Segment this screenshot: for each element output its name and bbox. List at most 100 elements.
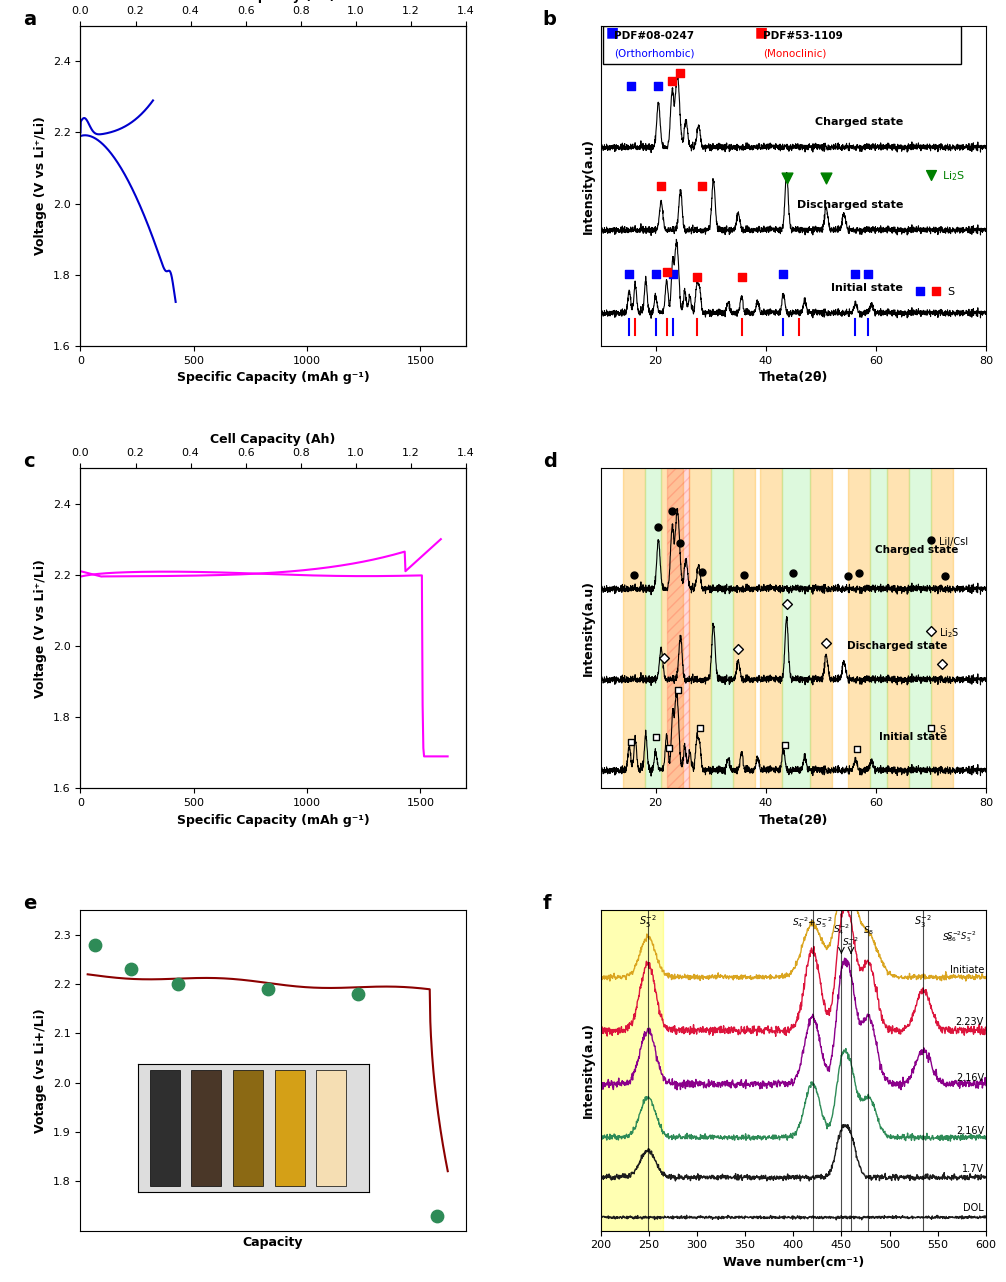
X-axis label: Cell Capacity (Ah): Cell Capacity (Ah) xyxy=(210,0,336,4)
Text: ■: ■ xyxy=(754,26,768,40)
Point xyxy=(786,563,802,583)
Text: d: d xyxy=(543,451,556,470)
Bar xyxy=(601,910,663,1231)
Text: (Monoclinic): (Monoclinic) xyxy=(763,47,826,58)
X-axis label: Specific Capacity (mAh g⁻¹): Specific Capacity (mAh g⁻¹) xyxy=(177,372,369,385)
Point xyxy=(648,727,664,747)
Point xyxy=(859,264,875,285)
Point xyxy=(848,738,864,759)
Text: DOL: DOL xyxy=(963,1204,984,1213)
Text: Li$_2$S: Li$_2$S xyxy=(939,626,960,640)
Bar xyxy=(645,468,661,788)
Point xyxy=(653,176,669,196)
Point xyxy=(170,974,186,995)
Bar xyxy=(761,468,783,788)
Point xyxy=(779,594,795,614)
Bar xyxy=(661,468,683,788)
Text: Initial state: Initial state xyxy=(879,732,948,742)
Point xyxy=(656,647,672,668)
X-axis label: Specific Capacity (mAh g⁻¹): Specific Capacity (mAh g⁻¹) xyxy=(177,814,369,827)
Text: $S_3^{-2}$: $S_3^{-2}$ xyxy=(914,914,933,931)
Bar xyxy=(604,26,961,64)
Text: Charged state: Charged state xyxy=(875,545,959,555)
Point xyxy=(623,76,639,96)
Point xyxy=(123,959,139,979)
Text: $S_4^{-2}$+$S_5^{-2}$: $S_4^{-2}$+$S_5^{-2}$ xyxy=(792,915,833,931)
X-axis label: Theta(2θ): Theta(2θ) xyxy=(759,814,828,827)
Point xyxy=(923,718,939,738)
Text: LiI/CsI: LiI/CsI xyxy=(939,537,968,547)
Point xyxy=(661,737,677,758)
Point xyxy=(929,281,945,301)
Y-axis label: Voltage (V vs Li⁺/Li): Voltage (V vs Li⁺/Li) xyxy=(34,117,47,255)
Point xyxy=(672,63,688,83)
Text: b: b xyxy=(543,9,556,28)
Text: 1.7V: 1.7V xyxy=(962,1164,984,1174)
Point xyxy=(659,262,675,282)
Point xyxy=(733,267,749,287)
Bar xyxy=(783,468,810,788)
Point xyxy=(735,564,751,585)
Point xyxy=(923,531,939,551)
Point xyxy=(664,501,680,522)
Point xyxy=(818,632,834,653)
Bar xyxy=(710,468,732,788)
Text: Discharged state: Discharged state xyxy=(847,641,948,651)
Text: $S_5^{-2}$: $S_5^{-2}$ xyxy=(842,936,859,950)
Point xyxy=(650,76,666,96)
Text: Initial state: Initial state xyxy=(831,283,903,292)
Point xyxy=(672,533,688,554)
Text: 2.16V: 2.16V xyxy=(956,1073,984,1083)
Point xyxy=(626,565,642,586)
Y-axis label: Intensity(a.u): Intensity(a.u) xyxy=(582,138,595,233)
Point xyxy=(937,567,953,587)
Text: $S_6^{-2}S_5^{-2}$: $S_6^{-2}S_5^{-2}$ xyxy=(947,928,977,944)
Point xyxy=(429,1205,445,1226)
X-axis label: Theta(2θ): Theta(2θ) xyxy=(759,372,828,385)
Point xyxy=(923,164,939,185)
Text: (Orthorhombic): (Orthorhombic) xyxy=(615,47,695,58)
Text: S: S xyxy=(939,724,946,735)
Y-axis label: Voltage (V vs Li⁺/Li): Voltage (V vs Li⁺/Li) xyxy=(34,559,47,697)
Y-axis label: Votage (vs Li+/Li): Votage (vs Li+/Li) xyxy=(34,1008,47,1133)
Text: a: a xyxy=(23,9,36,28)
Text: Discharged state: Discharged state xyxy=(797,200,903,210)
Point xyxy=(847,264,863,285)
Text: PDF#53-1109: PDF#53-1109 xyxy=(763,32,843,41)
Point xyxy=(689,267,705,287)
Text: 2.23V: 2.23V xyxy=(956,1017,984,1027)
X-axis label: Cell Capacity (Ah): Cell Capacity (Ah) xyxy=(210,432,336,446)
Y-axis label: Intensity(a.u): Intensity(a.u) xyxy=(582,581,595,676)
Point xyxy=(911,281,928,301)
Point xyxy=(650,517,666,537)
Point xyxy=(777,735,793,755)
Point xyxy=(664,71,680,91)
Point xyxy=(694,562,710,582)
Text: $S_8$: $S_8$ xyxy=(863,924,874,937)
Text: f: f xyxy=(543,895,551,913)
Bar xyxy=(810,468,832,788)
X-axis label: Wave number(cm⁻¹): Wave number(cm⁻¹) xyxy=(722,1256,864,1269)
Point xyxy=(665,264,681,285)
Bar xyxy=(732,468,754,788)
Text: $S_8$: $S_8$ xyxy=(942,931,953,944)
Text: ■: ■ xyxy=(606,26,620,40)
Point xyxy=(87,935,103,955)
Y-axis label: Intensity(a.u): Intensity(a.u) xyxy=(582,1023,595,1118)
X-axis label: Capacity: Capacity xyxy=(242,1236,304,1249)
Bar xyxy=(623,468,645,788)
Bar xyxy=(931,468,953,788)
Point xyxy=(730,640,746,660)
Text: PDF#08-0247: PDF#08-0247 xyxy=(615,32,694,41)
Text: S: S xyxy=(948,287,955,297)
Bar xyxy=(848,468,870,788)
Point xyxy=(776,264,792,285)
Text: e: e xyxy=(23,895,36,913)
Bar xyxy=(689,468,710,788)
Point xyxy=(779,168,795,188)
Bar xyxy=(667,468,689,788)
Bar xyxy=(870,468,887,788)
Point xyxy=(260,979,276,1000)
Point xyxy=(840,565,856,586)
Text: Initiate: Initiate xyxy=(950,964,984,974)
